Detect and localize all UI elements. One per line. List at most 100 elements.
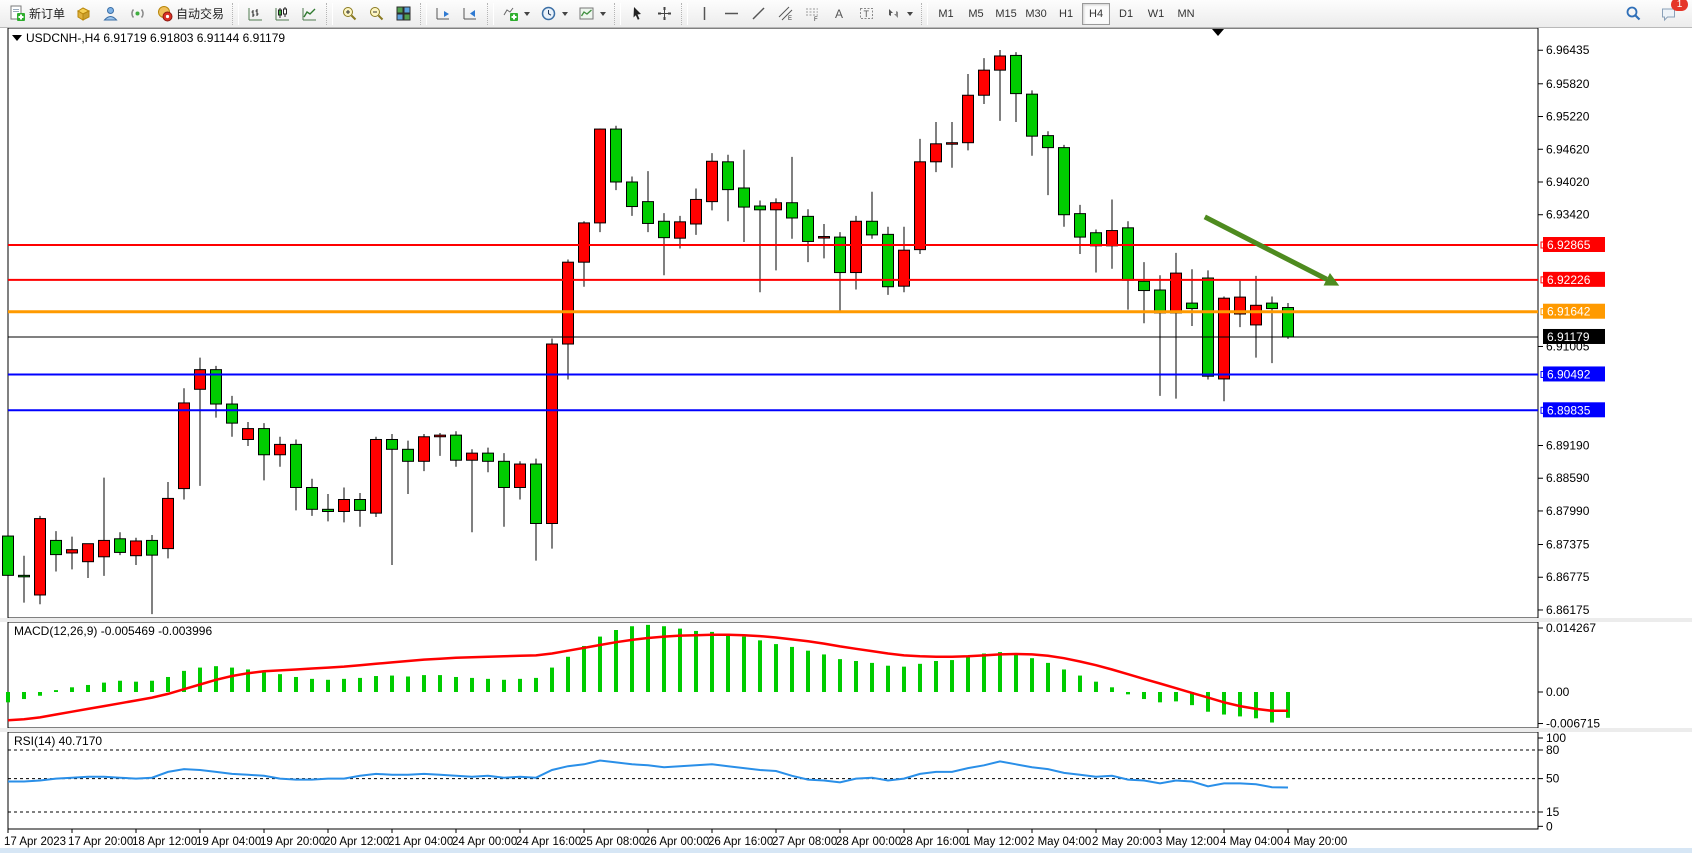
candle bbox=[18, 574, 30, 578]
periods-button[interactable] bbox=[535, 2, 573, 26]
chart-canvas[interactable]: 6.96435 6.95820 6.95220 6.94620 6.94020 6.934… bbox=[0, 27, 1692, 853]
price-line-label-text: 6.92226 bbox=[1547, 273, 1591, 287]
timeframe-button-m1[interactable]: M1 bbox=[938, 7, 954, 20]
chart-window[interactable]: 6.96435 6.95820 6.95220 6.94620 6.94020 6.934… bbox=[0, 27, 1692, 853]
profile-button[interactable] bbox=[97, 2, 124, 26]
candle bbox=[738, 187, 750, 208]
equidistant-channel-button[interactable]: E bbox=[772, 2, 799, 26]
zoom-out-icon bbox=[370, 7, 384, 21]
candle bbox=[306, 486, 318, 510]
rsi-tick-label: 0 bbox=[1546, 819, 1553, 833]
line-chart-icon bbox=[302, 8, 317, 21]
label-button[interactable]: T bbox=[853, 2, 880, 26]
candle bbox=[162, 497, 174, 550]
horizontal-line-button[interactable] bbox=[718, 2, 745, 26]
arrows-button[interactable] bbox=[880, 2, 918, 26]
candle bbox=[770, 202, 782, 211]
zoom-out-button[interactable] bbox=[363, 2, 390, 26]
price-line-label-text: 6.90492 bbox=[1547, 367, 1591, 381]
price-tick-label: 6.88590 bbox=[1546, 471, 1590, 485]
panel-separator[interactable] bbox=[0, 728, 1692, 732]
trendline-button[interactable] bbox=[745, 2, 772, 26]
price-line-label-text: 6.92865 bbox=[1547, 238, 1591, 252]
timeframe-button-mn[interactable]: MN bbox=[1177, 7, 1195, 20]
time-tick-label: 4 May 04:00 bbox=[1220, 836, 1283, 848]
toolbar-separator bbox=[326, 2, 334, 25]
rsi-panel[interactable] bbox=[8, 749, 1538, 813]
indicators-button[interactable] bbox=[497, 2, 535, 26]
crosshair-button[interactable] bbox=[651, 2, 678, 26]
timeframe-button-m15[interactable]: M15 bbox=[995, 7, 1017, 20]
timeframe-button-d1[interactable]: D1 bbox=[1119, 7, 1134, 20]
candle bbox=[274, 443, 286, 456]
candle bbox=[386, 438, 398, 450]
vertical-line-button[interactable] bbox=[691, 2, 718, 26]
candlestick-chart-button[interactable] bbox=[269, 2, 296, 26]
candle bbox=[146, 539, 158, 556]
candle bbox=[994, 55, 1006, 71]
main-price-panel[interactable] bbox=[2, 49, 1539, 615]
timeframe-button-h1[interactable]: H1 bbox=[1059, 7, 1074, 20]
panel-separator[interactable] bbox=[0, 618, 1692, 622]
text-button[interactable]: A bbox=[826, 2, 853, 26]
candle bbox=[850, 220, 862, 274]
macd-panel[interactable] bbox=[6, 624, 1290, 723]
toolbar-separator bbox=[921, 2, 929, 25]
time-tick-label: 24 Apr 16:00 bbox=[516, 836, 581, 848]
chat-button[interactable]: 1 bbox=[1655, 0, 1688, 26]
fibonacci-icon: F bbox=[806, 8, 819, 22]
price-tick-label: 6.95220 bbox=[1546, 110, 1590, 124]
candle bbox=[402, 448, 414, 462]
new-chart-button[interactable] bbox=[430, 2, 457, 26]
timeframe-button-m30[interactable]: M30 bbox=[1025, 7, 1047, 20]
signals-button[interactable] bbox=[124, 2, 151, 26]
candle bbox=[418, 436, 430, 462]
autotrading-label: 自动交易 bbox=[176, 7, 225, 21]
symbol-dropdown-icon[interactable] bbox=[12, 35, 22, 41]
rsi-tick-label: 80 bbox=[1546, 743, 1560, 757]
price-line-label bbox=[1543, 271, 1605, 287]
time-tick-label: 2 May 04:00 bbox=[1028, 836, 1091, 848]
cursor-button[interactable] bbox=[624, 2, 651, 26]
candle bbox=[930, 143, 942, 163]
bar-chart-icon bbox=[248, 8, 263, 21]
line-chart-button[interactable] bbox=[296, 2, 323, 26]
new-order-button[interactable]: 新订单 bbox=[4, 2, 70, 26]
new-chart-icon bbox=[436, 8, 450, 20]
price-line-label bbox=[1543, 303, 1605, 319]
bar-chart-button[interactable] bbox=[242, 2, 269, 26]
time-tick-label: 26 Apr 00:00 bbox=[644, 836, 709, 848]
macd-tick-label: -0.006715 bbox=[1546, 717, 1600, 731]
time-tick-label: 25 Apr 08:00 bbox=[580, 836, 645, 848]
cursor-icon bbox=[633, 7, 642, 20]
candle bbox=[1250, 304, 1262, 326]
candle bbox=[258, 428, 270, 456]
templates-button[interactable] bbox=[573, 2, 611, 26]
timeframe-button-h4[interactable]: H4 bbox=[1082, 2, 1111, 25]
chart-profiles-button[interactable] bbox=[457, 2, 484, 26]
toolbar-separator bbox=[420, 2, 428, 25]
new-order-label: 新订单 bbox=[29, 7, 66, 21]
zoom-in-button[interactable] bbox=[336, 2, 363, 26]
fibonacci-button[interactable]: F bbox=[799, 2, 826, 26]
search-button[interactable] bbox=[1620, 2, 1647, 26]
chart-shift-marker[interactable] bbox=[1212, 29, 1224, 36]
candle bbox=[834, 236, 846, 274]
candle bbox=[114, 538, 126, 553]
candle bbox=[498, 460, 510, 488]
candle bbox=[562, 261, 574, 345]
tile-windows-button[interactable] bbox=[390, 2, 417, 26]
trend-arrow-head[interactable] bbox=[1323, 273, 1340, 286]
price-tick-label: 6.93420 bbox=[1546, 208, 1590, 222]
timeframe-button-w1[interactable]: W1 bbox=[1147, 7, 1165, 20]
metaeditor-button[interactable] bbox=[70, 2, 97, 26]
timeframe-button-m5[interactable]: M5 bbox=[968, 7, 984, 20]
candle bbox=[1058, 147, 1070, 216]
price-axis[interactable]: 6.96435 6.95820 6.95220 6.94620 6.94020 6.934… bbox=[1538, 43, 1605, 833]
candle bbox=[1218, 297, 1230, 380]
autotrading-button[interactable]: 自动交易 bbox=[151, 2, 229, 26]
trend-arrow[interactable] bbox=[1203, 214, 1328, 282]
candle bbox=[1042, 135, 1054, 149]
